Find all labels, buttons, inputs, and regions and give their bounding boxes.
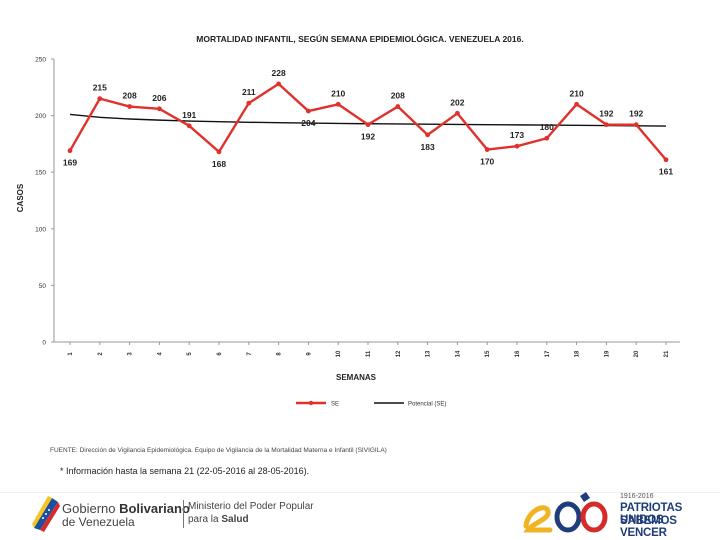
bicentennial-emblem-icon [523,492,608,533]
x-tick-label: 8 [277,352,283,356]
gov-name-line2: de Venezuela [62,515,135,529]
se-data-point [425,132,430,138]
x-tick-label: 12 [396,350,402,357]
bicentennial-slogan-line1: PATRIOTAS UNIDOS [620,502,683,526]
se-data-label: 208 [391,91,405,101]
source-note: FUENTE: Dirección de Vigilancia Epidemio… [50,447,387,454]
x-tick-label: 19 [604,350,610,357]
se-data-point [216,149,222,155]
se-data-point [97,96,103,102]
se-data-label: 204 [301,118,315,128]
se-data-point [604,122,609,128]
x-tick-label: 21 [664,350,670,357]
x-tick-label: 1 [68,352,74,356]
x-tick-label: 3 [128,352,134,356]
se-data-point [633,122,639,128]
se-data-label: 183 [421,142,435,152]
y-tick-label: 150 [35,170,46,177]
x-tick-label: 9 [306,352,312,356]
x-tick-label: 10 [336,350,342,357]
se-data-point [484,147,490,152]
se-data-point [574,101,579,107]
x-axis-label: SEMANAS [336,373,377,382]
se-data-point [335,101,341,107]
se-data-point [514,143,520,149]
x-tick-label: 5 [187,352,193,356]
se-data-label: 192 [629,109,643,119]
se-data-label: 192 [599,109,613,119]
se-data-label: 210 [570,88,584,98]
se-data-label: 211 [242,87,256,97]
y-tick-label: 200 [35,113,46,120]
x-tick-label: 20 [634,350,640,357]
se-data-point [276,81,281,87]
se-data-point [544,135,550,141]
logo-separator [183,500,184,528]
x-tick-label: 4 [157,352,163,356]
x-tick-label: 7 [247,352,253,356]
x-tick-label: 17 [545,350,551,357]
se-data-point [455,110,460,116]
y-tick-label: 100 [35,226,46,233]
gov-name-line1: Gobierno Bolivariano [62,501,190,516]
se-data-label: 206 [152,93,166,103]
gov-name-part2: Bolivariano [119,501,190,516]
y-axis-label: CASOS [16,183,25,212]
y-tick-label: 50 [39,283,47,290]
y-tick-label: 250 [35,57,46,64]
se-data-point [186,123,192,129]
se-data-label: 191 [182,110,196,120]
se-data-point [127,104,132,109]
se-data-point [395,104,401,109]
se-data-label: 208 [123,91,137,101]
se-data-label: 173 [510,130,524,140]
y-tick-label: 0 [42,340,46,347]
x-tick-label: 6 [217,352,223,356]
x-tick-label: 15 [485,350,491,357]
se-data-point [663,157,669,163]
data-period-note: * Información hasta la semana 21 (22-05-… [60,466,310,476]
se-data-label: 170 [480,157,494,167]
x-tick-label: 18 [575,350,581,357]
bicentennial-years: 1916-2016 [620,493,654,500]
se-data-label: 215 [93,83,107,93]
se-data-point [246,100,252,106]
legend-se-label: SE [331,402,339,408]
x-tick-label: 11 [366,350,372,357]
x-tick-label: 16 [515,350,521,357]
se-data-point [365,122,371,128]
footer-divider [0,492,720,493]
government-logo: Gobierno Bolivariano de Venezuela Minist… [30,492,330,532]
se-data-label: 210 [331,88,345,98]
se-data-label: 168 [212,159,226,169]
x-tick-label: 13 [426,350,432,357]
se-data-label: 161 [659,167,673,177]
se-data-point [306,108,311,114]
se-data-point [67,148,73,154]
ministry-part2: Salud [221,514,249,525]
bicentennial-logo: 1916-2016 PATRIOTAS UNIDOS SABEMOS VENCE… [520,490,710,539]
ministry-part1: para la [188,514,222,525]
legend-se-marker [308,400,314,406]
x-tick-label: 14 [455,350,461,357]
ministry-line1: Ministerio del Poder Popular [188,501,314,512]
venezuela-flag-icon [32,496,60,532]
se-data-label: 228 [272,68,286,78]
se-data-label: 192 [361,132,375,142]
se-data-label: 169 [63,158,77,168]
se-data-label: 180 [540,122,554,132]
se-data-point [157,106,162,112]
x-tick-label: 2 [98,352,104,356]
se-data-label: 202 [450,97,464,107]
legend-trend-label: Potencial (SE) [408,402,446,408]
bicentennial-slogan-line2: SABEMOS VENCER [620,515,677,539]
ministry-line2: para la Salud [188,514,249,525]
chart-title: MORTALIDAD INFANTIL, SEGÚN SEMANA EPIDEM… [196,34,524,44]
gov-name-part1: Gobierno [62,501,120,516]
